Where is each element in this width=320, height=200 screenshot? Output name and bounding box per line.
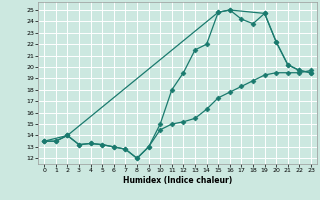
X-axis label: Humidex (Indice chaleur): Humidex (Indice chaleur) [123, 176, 232, 185]
